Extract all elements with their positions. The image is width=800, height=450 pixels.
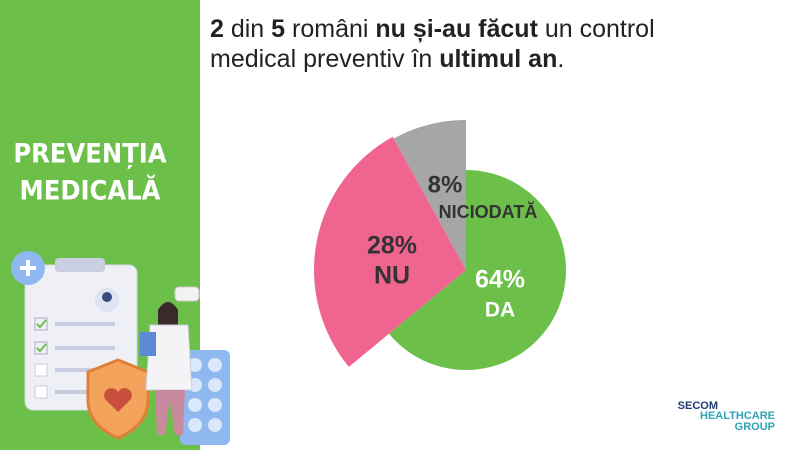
category-label: NU	[374, 262, 410, 290]
pie-slice	[393, 120, 466, 270]
value-label: 8%	[428, 171, 463, 198]
sidebar-heading: PREVENȚIA	[13, 139, 166, 170]
logo-text: SECOM	[678, 400, 718, 412]
title-part: .	[557, 45, 565, 73]
pie-slice	[314, 136, 466, 367]
sidebar-heading: MEDICALĂ	[20, 175, 161, 207]
logo-text: GROUP	[735, 421, 775, 433]
category-label: NICIODATĂ	[439, 201, 538, 222]
title-part: 2	[210, 15, 224, 43]
title-part: ultimul an	[439, 45, 558, 73]
title-part: un control medical preventiv în	[210, 15, 662, 73]
logo: SECOM HEALTHCARE GROUP	[678, 400, 775, 433]
pie-slice	[388, 170, 566, 370]
title-part: nu și-au făcut	[375, 15, 538, 43]
value-label: 28%	[367, 232, 417, 260]
logo-text: HEALTHCARE	[700, 410, 775, 422]
title-part: 5	[271, 15, 286, 43]
title-part: români	[285, 15, 376, 43]
category-label: DA	[485, 299, 515, 322]
value-label: 64%	[475, 266, 525, 294]
title-part: din	[223, 15, 272, 43]
chart-title: 2 din 5 români nu și-au făcut un control…	[210, 14, 700, 74]
illustration	[11, 251, 230, 445]
